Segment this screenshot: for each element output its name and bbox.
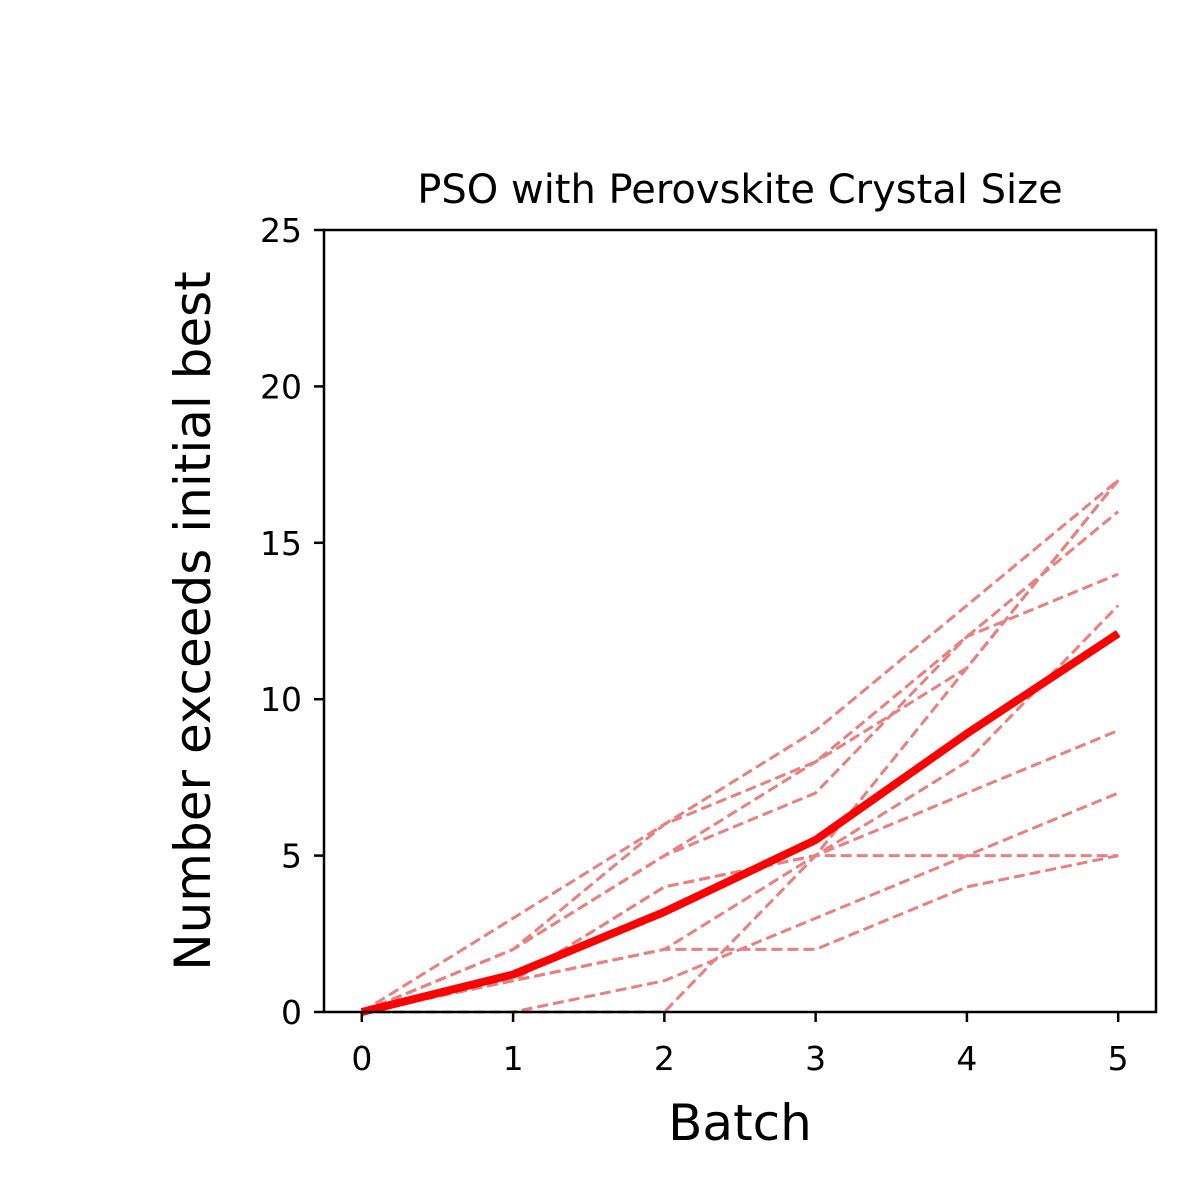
y-axis: 0 5 10 15 20 25 xyxy=(260,211,324,1032)
run-line-4 xyxy=(361,510,1120,1014)
x-tick-label: 0 xyxy=(351,1039,372,1078)
y-tick-label: 25 xyxy=(260,211,302,250)
mean-line-group xyxy=(360,630,1121,1016)
chart-title: PSO with Perovskite Crystal Size xyxy=(417,167,1062,213)
x-tick-label: 5 xyxy=(1108,1039,1129,1078)
x-tick-label: 3 xyxy=(805,1039,826,1078)
plot-frame xyxy=(322,228,1158,1014)
mean-line xyxy=(360,630,1121,1016)
y-tick-label: 15 xyxy=(260,524,302,563)
y-tick-label: 20 xyxy=(260,367,302,406)
x-axis: 0 1 2 3 4 5 xyxy=(351,1012,1129,1078)
y-tick-label: 10 xyxy=(260,680,302,719)
y-tick-label: 0 xyxy=(281,993,302,1032)
x-axis-label: Batch xyxy=(668,1094,812,1152)
y-axis-label: Number exceeds initial best xyxy=(164,271,222,971)
run-lines xyxy=(361,479,1120,1014)
run-line-1 xyxy=(361,479,1120,1014)
y-tick-label: 5 xyxy=(281,837,302,876)
run-line-10 xyxy=(361,854,1119,1014)
x-tick-label: 4 xyxy=(956,1039,977,1078)
x-tick-label: 2 xyxy=(654,1039,675,1078)
run-line-9 xyxy=(361,479,1120,1014)
x-tick-label: 1 xyxy=(503,1039,524,1078)
